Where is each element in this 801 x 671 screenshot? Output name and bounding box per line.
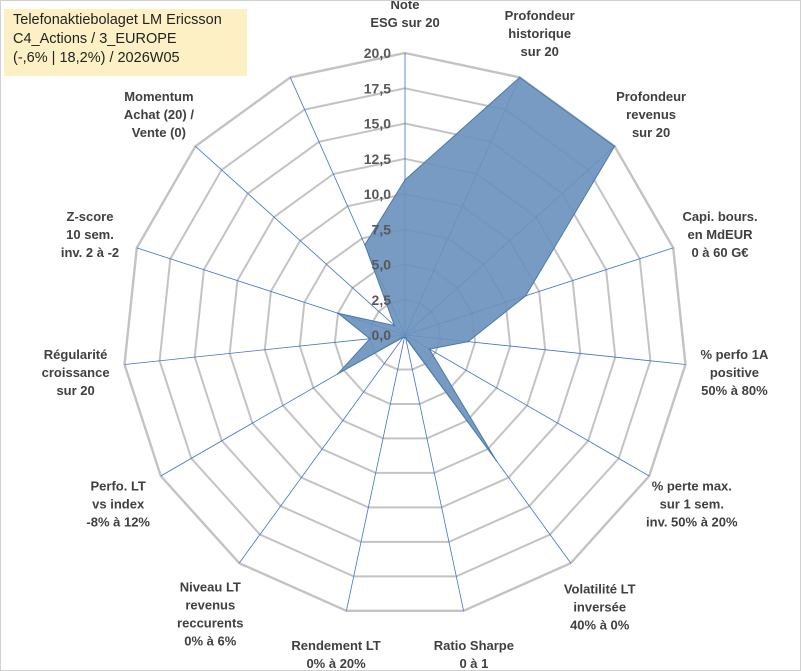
axis-spoke [404, 334, 464, 611]
grid-ring [228, 157, 582, 509]
axis-label: Note ESG sur 20 [370, 1, 439, 30]
stock-info-box: Telefonaktiebolaget LM Ericsson C4_Actio… [4, 9, 247, 76]
tick-label: 7,5 [372, 221, 392, 237]
axis-spoke [404, 334, 650, 477]
axis-spoke [124, 334, 406, 365]
axis-label: Profondeur revenus sur 20 [616, 89, 686, 140]
radar-axis-labels: Note ESG sur 20 Profondeur historique sur 20… [42, 1, 769, 670]
axis-label: Niveau LT revenus reccurents 0% à 6% [177, 580, 243, 649]
stock-name: Telefonaktiebolaget LM Ericsson [13, 12, 222, 28]
tick-label: 0,0 [372, 327, 392, 343]
data-point [518, 76, 521, 79]
radar-tick-labels: 0,0 2,5 5,0 7,5 10,0 12,5 15,0 17,5 20,0 [364, 45, 391, 343]
axis-label: Capi. bours. en MdEUR 0 à 60 G€ [682, 209, 757, 260]
tick-label: 15,0 [364, 116, 391, 132]
data-point [337, 312, 339, 315]
data-point [364, 244, 366, 246]
data-point [495, 459, 498, 462]
tick-label: 5,0 [372, 257, 392, 273]
grid-ring [158, 87, 652, 578]
data-point [402, 336, 405, 339]
axis-label: Volatilité LT inversée 40% à 0% [564, 581, 636, 632]
tick-label: 2,5 [372, 292, 392, 308]
stock-period: (-,6% | 18,2%) / 2026W05 [13, 50, 180, 66]
axis-label: Z-score 10 sem. inv. 2 à -2 [61, 209, 119, 260]
data-point [393, 324, 396, 327]
data-point [337, 373, 339, 375]
grid-ring [123, 51, 687, 612]
axis-label: % perte max. sur 1 sem. inv. 50% à 20% [646, 479, 738, 530]
axis-spoke [346, 334, 406, 611]
axis-label: Rendement LT 0% à 20% [291, 638, 380, 670]
data-point [467, 340, 469, 343]
axis-label: % perfo 1A positive 50% à 80% [700, 347, 769, 398]
radar-series [337, 76, 616, 462]
tick-label: 12,5 [364, 151, 391, 167]
stock-category: C4_Actions / 3_EUROPE [13, 31, 177, 47]
tick-label: 10,0 [364, 186, 391, 202]
axis-label: Profondeur historique sur 20 [505, 8, 575, 59]
grid-ring [193, 122, 617, 543]
axis-label: Perfo. LT vs index -8% à 12% [86, 479, 150, 530]
data-point [428, 348, 431, 350]
axis-spoke [195, 146, 406, 336]
data-point [613, 145, 616, 148]
tick-label: 20,0 [364, 45, 391, 61]
axis-label: Momentum Achat (20) / Vente (0) [124, 89, 194, 140]
axis-label: Régularité croissance sur 20 [42, 347, 110, 398]
data-point [404, 337, 407, 339]
axis-spoke [238, 334, 406, 564]
axis-label: Ratio Sharpe 0 à 1 [434, 638, 514, 670]
data-point [524, 295, 527, 297]
data-point [404, 179, 406, 181]
data-point [369, 337, 371, 340]
tick-label: 17,5 [364, 80, 391, 96]
